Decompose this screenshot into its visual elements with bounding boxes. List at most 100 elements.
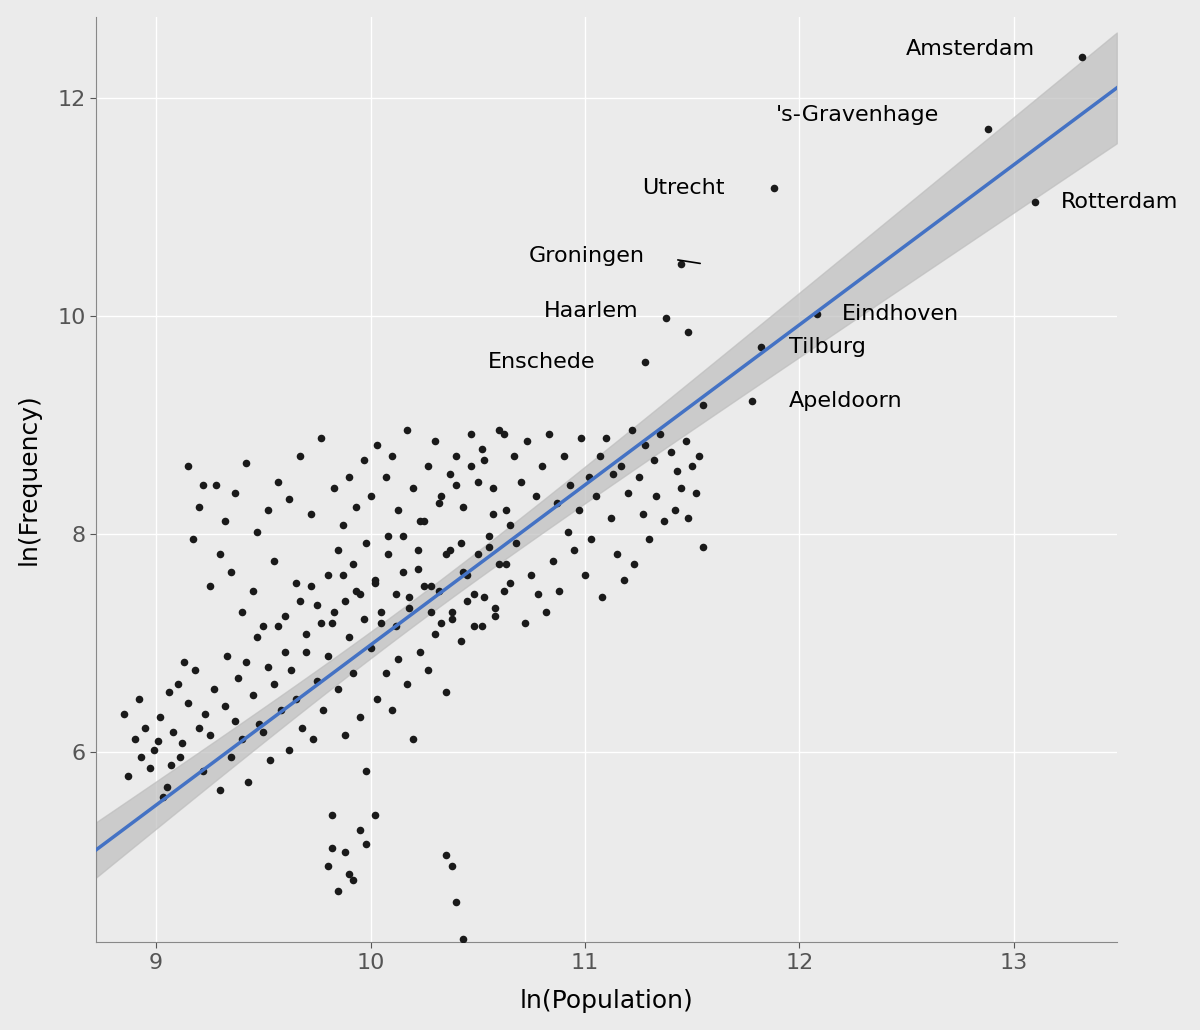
Point xyxy=(443,858,462,874)
Point xyxy=(636,353,655,370)
Point xyxy=(457,568,476,584)
Point xyxy=(436,684,455,700)
Point xyxy=(580,469,599,485)
Point xyxy=(978,121,997,137)
Point xyxy=(565,542,584,558)
Point xyxy=(479,527,498,544)
Point xyxy=(275,608,294,624)
Point xyxy=(329,680,348,696)
Point xyxy=(511,474,530,490)
Point xyxy=(168,676,187,692)
Point xyxy=(163,724,182,741)
Point xyxy=(425,433,444,449)
Point xyxy=(596,430,616,446)
Point xyxy=(340,865,359,882)
Point xyxy=(547,495,566,512)
Point xyxy=(683,458,702,475)
Point xyxy=(264,553,283,570)
Point xyxy=(410,644,430,660)
Point xyxy=(365,806,384,823)
Point xyxy=(250,716,269,732)
Point xyxy=(451,632,470,649)
Point xyxy=(454,499,473,515)
Point xyxy=(151,709,170,725)
Point xyxy=(475,451,494,468)
Point xyxy=(560,477,580,493)
Point xyxy=(500,575,520,591)
Point xyxy=(253,724,272,741)
Point xyxy=(260,752,280,768)
Point xyxy=(361,640,380,656)
Point xyxy=(593,589,612,606)
Point xyxy=(440,542,460,558)
Point xyxy=(334,568,353,584)
Point xyxy=(206,477,226,493)
Point xyxy=(475,589,494,606)
Point xyxy=(505,447,524,464)
Point xyxy=(446,477,466,493)
Point xyxy=(618,484,637,501)
Point xyxy=(334,517,353,534)
Point xyxy=(173,734,192,751)
Point xyxy=(119,767,138,784)
Point xyxy=(323,839,342,856)
Point xyxy=(130,691,149,708)
Point xyxy=(485,608,504,624)
Point xyxy=(346,499,365,515)
Point xyxy=(764,179,784,196)
Point xyxy=(454,931,473,948)
Point xyxy=(468,545,487,561)
Text: Tilburg: Tilburg xyxy=(788,337,865,356)
Point xyxy=(394,527,413,544)
Point xyxy=(335,727,354,744)
Point xyxy=(1026,194,1045,210)
Point xyxy=(414,578,433,594)
Point xyxy=(149,732,168,749)
Point xyxy=(290,593,310,610)
Text: Haarlem: Haarlem xyxy=(544,301,638,320)
Point xyxy=(404,730,424,747)
Point xyxy=(582,531,601,548)
Point xyxy=(575,568,594,584)
Point xyxy=(301,506,320,522)
Point xyxy=(307,596,326,613)
Point xyxy=(190,720,209,736)
Point xyxy=(623,422,642,439)
Point xyxy=(558,523,577,540)
Point xyxy=(490,556,509,573)
Point xyxy=(356,763,376,780)
Point xyxy=(694,398,713,414)
Point xyxy=(367,691,386,708)
Point xyxy=(271,702,290,719)
Point xyxy=(389,502,408,518)
Point xyxy=(193,477,212,493)
Point xyxy=(414,513,433,529)
Point xyxy=(204,680,223,696)
Point xyxy=(526,487,545,504)
Point xyxy=(650,425,670,442)
Point xyxy=(667,462,686,479)
Text: Apeldoorn: Apeldoorn xyxy=(788,391,902,411)
Point xyxy=(672,480,691,496)
Point xyxy=(318,858,337,874)
Point xyxy=(136,720,155,736)
Text: Groningen: Groningen xyxy=(529,246,646,266)
Point xyxy=(233,730,252,747)
Point xyxy=(162,756,181,772)
Point xyxy=(484,506,503,522)
Text: Amsterdam: Amsterdam xyxy=(906,39,1036,60)
Point xyxy=(430,582,449,598)
Point xyxy=(689,447,708,464)
Point xyxy=(132,749,151,765)
Point xyxy=(174,654,193,671)
Y-axis label: ln(Frequency): ln(Frequency) xyxy=(17,393,41,565)
Point xyxy=(356,535,376,551)
Point xyxy=(340,469,359,485)
Point xyxy=(228,670,247,686)
Point xyxy=(408,560,427,577)
Point xyxy=(312,615,331,631)
Point xyxy=(323,806,342,823)
Text: Utrecht: Utrecht xyxy=(642,177,725,198)
Point xyxy=(335,844,354,860)
Point xyxy=(550,582,569,598)
